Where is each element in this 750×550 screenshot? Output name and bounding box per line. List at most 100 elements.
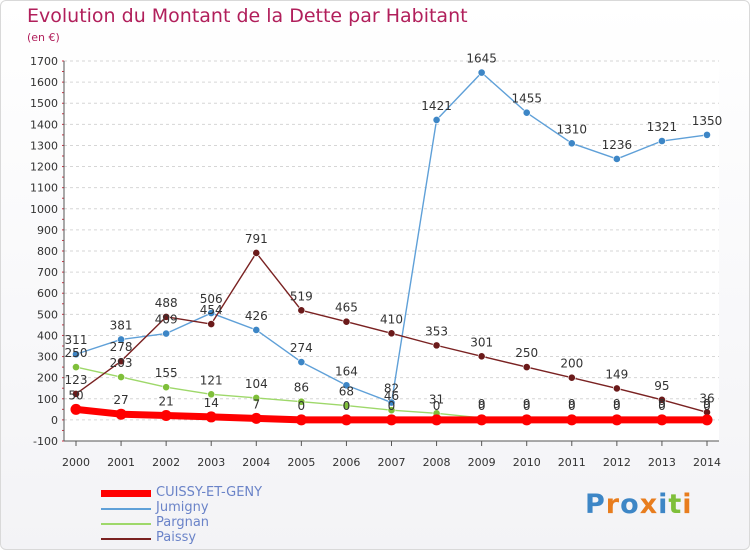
x-tick-label: 2010 bbox=[513, 456, 541, 469]
data-label: 274 bbox=[290, 341, 313, 355]
data-point bbox=[252, 394, 261, 402]
x-tick-label: 2009 bbox=[468, 456, 496, 469]
data-point bbox=[207, 390, 216, 399]
data-point bbox=[387, 329, 396, 338]
y-tick-label: 900 bbox=[37, 224, 58, 237]
data-point bbox=[612, 155, 621, 163]
chart-subtitle: (en €) bbox=[27, 31, 60, 44]
data-point bbox=[117, 357, 125, 366]
data-point bbox=[207, 320, 216, 328]
data-label: 311 bbox=[65, 333, 88, 347]
data-point bbox=[342, 401, 351, 410]
data-point bbox=[205, 411, 217, 423]
x-tick-label: 2000 bbox=[62, 456, 90, 469]
y-tick-label: 800 bbox=[37, 245, 58, 258]
data-point bbox=[297, 358, 306, 366]
data-label: 250 bbox=[65, 346, 88, 360]
data-point bbox=[658, 137, 666, 145]
data-label: 0 bbox=[703, 399, 711, 413]
data-label: 82 bbox=[384, 382, 399, 396]
legend-swatch bbox=[101, 490, 151, 497]
data-point bbox=[612, 384, 621, 393]
data-point bbox=[431, 414, 443, 426]
data-label: 104 bbox=[245, 377, 268, 391]
data-point bbox=[611, 414, 623, 426]
data-point bbox=[522, 108, 531, 117]
data-point bbox=[567, 139, 576, 148]
logo-letter: t bbox=[668, 489, 683, 520]
data-label: 31 bbox=[429, 392, 444, 406]
data-label: 14 bbox=[204, 396, 219, 410]
data-point bbox=[295, 414, 307, 426]
legend-label: CUISSY-ET-GENY bbox=[156, 485, 263, 500]
data-point bbox=[160, 409, 172, 421]
data-label: 86 bbox=[294, 381, 309, 395]
data-label: 123 bbox=[65, 373, 88, 387]
data-label: 27 bbox=[113, 393, 128, 407]
x-tick-label: 2011 bbox=[558, 456, 586, 469]
data-point bbox=[117, 373, 125, 381]
data-point bbox=[342, 381, 351, 390]
data-point bbox=[477, 68, 486, 77]
data-label: 0 bbox=[298, 399, 306, 413]
data-label: 46 bbox=[384, 389, 399, 403]
data-point bbox=[567, 373, 576, 382]
series-group bbox=[70, 68, 713, 426]
y-tick-label: 1600 bbox=[30, 76, 58, 89]
data-point bbox=[387, 398, 396, 407]
data-label: 0 bbox=[568, 399, 576, 413]
data-label: 0 bbox=[388, 399, 396, 413]
data-label: 0 bbox=[343, 399, 351, 413]
data-point bbox=[522, 363, 531, 372]
data-label: 9 bbox=[568, 397, 576, 411]
data-point bbox=[115, 408, 127, 420]
x-tick-label: 2003 bbox=[197, 456, 225, 469]
data-point bbox=[476, 414, 488, 426]
data-label: 0 bbox=[523, 399, 531, 413]
data-label: 250 bbox=[515, 346, 538, 360]
legend-label: Paissy bbox=[156, 530, 197, 545]
data-label: 121 bbox=[200, 373, 223, 387]
legend-label: Pargnan bbox=[156, 515, 210, 530]
data-label: 36 bbox=[699, 391, 714, 405]
data-point bbox=[703, 130, 711, 139]
data-point bbox=[432, 341, 441, 350]
data-label: 1321 bbox=[647, 120, 678, 134]
legend-swatch bbox=[101, 523, 151, 525]
data-point bbox=[342, 317, 351, 326]
data-point bbox=[566, 414, 578, 426]
data-label: 506 bbox=[200, 292, 223, 306]
x-tick-label: 2004 bbox=[242, 456, 270, 469]
data-point bbox=[162, 329, 171, 338]
x-tick-label: 2014 bbox=[693, 456, 721, 469]
data-label: 301 bbox=[470, 335, 493, 349]
y-tick-label: 600 bbox=[37, 287, 58, 300]
data-label: 426 bbox=[245, 309, 268, 323]
tick-labels: -100010020030040050060070080090010001100… bbox=[30, 55, 721, 469]
x-tick-label: 2008 bbox=[423, 456, 451, 469]
data-label: 1455 bbox=[511, 92, 542, 106]
data-label: 0 bbox=[433, 399, 441, 413]
logo-letter: x bbox=[639, 489, 659, 520]
data-label: 0 bbox=[658, 399, 666, 413]
y-tick-label: 1700 bbox=[30, 55, 58, 68]
data-label: 488 bbox=[155, 296, 178, 310]
data-point bbox=[386, 414, 397, 426]
y-tick-label: 1300 bbox=[30, 139, 58, 152]
data-label: 410 bbox=[380, 312, 403, 326]
data-point bbox=[297, 397, 306, 406]
data-point bbox=[252, 248, 261, 257]
y-tick-label: 200 bbox=[37, 372, 58, 385]
data-label: 149 bbox=[605, 367, 628, 381]
data-label: 1645 bbox=[466, 52, 497, 66]
data-label: 9 bbox=[658, 397, 666, 411]
data-point bbox=[250, 412, 262, 424]
x-tick-label: 2005 bbox=[287, 456, 315, 469]
data-label: 1421 bbox=[421, 99, 452, 113]
data-point bbox=[701, 414, 713, 426]
data-point bbox=[297, 306, 306, 315]
y-tick-label: 100 bbox=[37, 393, 58, 406]
